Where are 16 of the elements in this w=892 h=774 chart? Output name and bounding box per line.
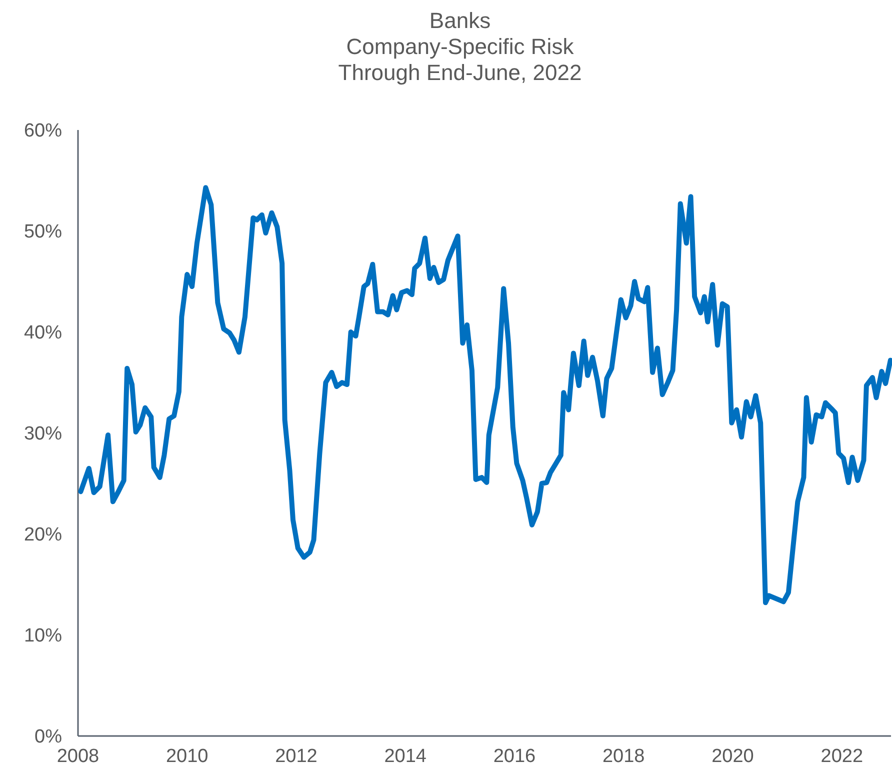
x-tick-label: 2012 — [275, 746, 318, 767]
x-tick-label: 2008 — [56, 746, 100, 767]
x-tick-label: 2020 — [712, 746, 754, 767]
x-tick-label: 2016 — [493, 746, 536, 767]
x-tick-label: 2010 — [166, 746, 208, 767]
x-tick-label: 2022 — [820, 746, 864, 767]
x-tick-label: 2014 — [384, 746, 427, 767]
y-tick-label: 10% — [24, 626, 62, 647]
y-tick-label: 20% — [24, 524, 62, 546]
chart-title: Banks Company-Specific Risk Through End-June, 2022 — [338, 8, 582, 85]
y-tick-label: 30% — [24, 424, 62, 445]
y-tick-label: 0% — [34, 726, 62, 748]
y-tick-label: 60% — [24, 120, 62, 142]
x-tick-label: 2018 — [602, 746, 645, 767]
y-tick-label: 50% — [24, 222, 62, 243]
y-tick-label: 40% — [24, 322, 62, 344]
